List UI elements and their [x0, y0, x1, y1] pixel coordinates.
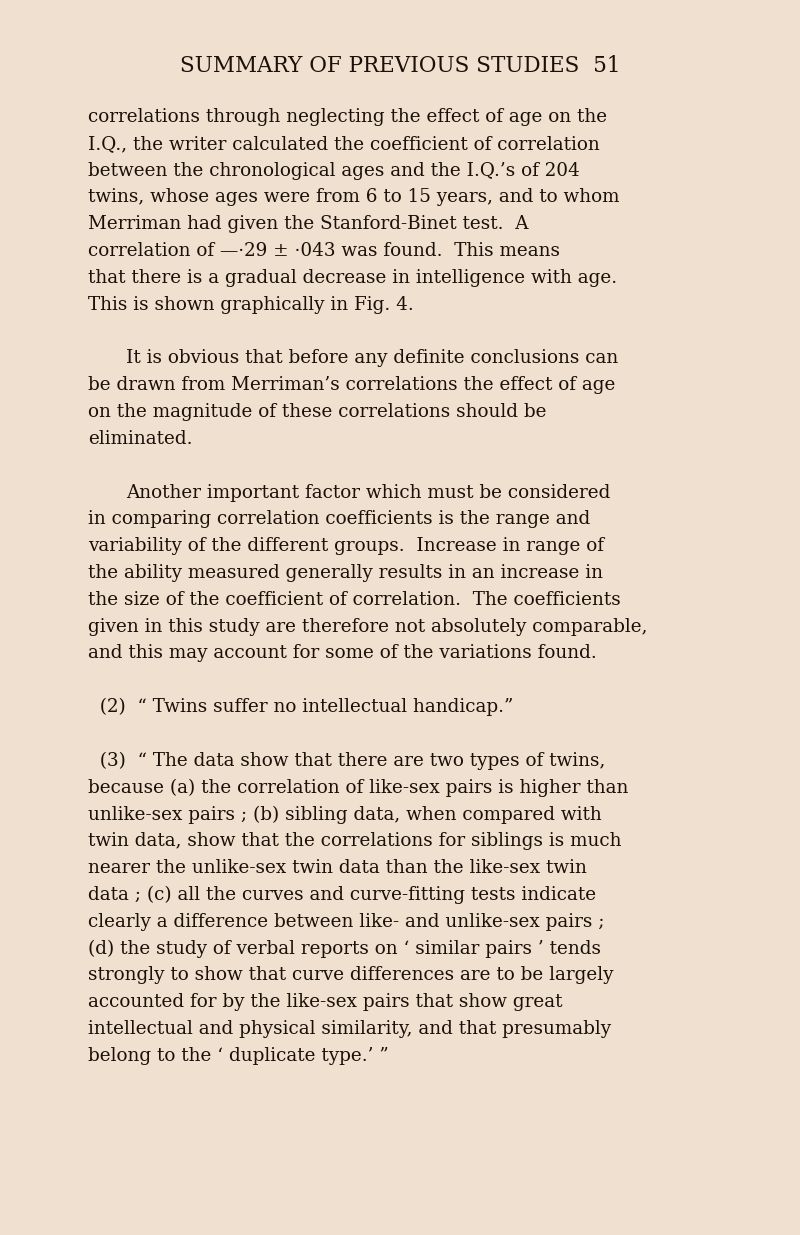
Text: because (a) the correlation of like-sex pairs is higher than: because (a) the correlation of like-sex …: [88, 779, 628, 797]
Text: unlike-sex pairs ; (b) sibling data, when compared with: unlike-sex pairs ; (b) sibling data, whe…: [88, 805, 602, 824]
Text: I.Q., the writer calculated the coefficient of correlation: I.Q., the writer calculated the coeffici…: [88, 135, 600, 153]
Text: the ability measured generally results in an increase in: the ability measured generally results i…: [88, 564, 603, 582]
Text: (3)  “ The data show that there are two types of twins,: (3) “ The data show that there are two t…: [88, 752, 606, 771]
Text: clearly a difference between like- and unlike-sex pairs ;: clearly a difference between like- and u…: [88, 913, 605, 931]
Text: be drawn from Merriman’s correlations the effect of age: be drawn from Merriman’s correlations th…: [88, 377, 615, 394]
Text: nearer the unlike-sex twin data than the like-sex twin: nearer the unlike-sex twin data than the…: [88, 860, 587, 877]
Text: correlation of —·29 ± ·043 was found.  This means: correlation of —·29 ± ·043 was found. Th…: [88, 242, 560, 261]
Text: accounted for by the like-sex pairs that show great: accounted for by the like-sex pairs that…: [88, 993, 562, 1011]
Text: the size of the coefficient of correlation.  The coefficients: the size of the coefficient of correlati…: [88, 590, 621, 609]
Text: on the magnitude of these correlations should be: on the magnitude of these correlations s…: [88, 403, 546, 421]
Text: (2)  “ Twins suffer no intellectual handicap.”: (2) “ Twins suffer no intellectual handi…: [88, 698, 514, 716]
Text: This is shown graphically in Fig. 4.: This is shown graphically in Fig. 4.: [88, 295, 414, 314]
Text: It is obvious that before any definite conclusions can: It is obvious that before any definite c…: [126, 350, 618, 367]
Text: data ; (c) all the curves and curve-fitting tests indicate: data ; (c) all the curves and curve-fitt…: [88, 885, 596, 904]
Text: (d) the study of verbal reports on ‘ similar pairs ’ tends: (d) the study of verbal reports on ‘ sim…: [88, 940, 601, 958]
Text: variability of the different groups.  Increase in range of: variability of the different groups. Inc…: [88, 537, 604, 556]
Text: strongly to show that curve differences are to be largely: strongly to show that curve differences …: [88, 967, 614, 984]
Text: belong to the ‘ duplicate type.’ ”: belong to the ‘ duplicate type.’ ”: [88, 1047, 389, 1065]
Text: that there is a gradual decrease in intelligence with age.: that there is a gradual decrease in inte…: [88, 269, 617, 287]
Text: twin data, show that the correlations for siblings is much: twin data, show that the correlations fo…: [88, 832, 622, 851]
Text: SUMMARY OF PREVIOUS STUDIES  51: SUMMARY OF PREVIOUS STUDIES 51: [180, 56, 620, 77]
Text: eliminated.: eliminated.: [88, 430, 193, 448]
Text: between the chronological ages and the I.Q.’s of 204: between the chronological ages and the I…: [88, 162, 580, 179]
Text: correlations through neglecting the effect of age on the: correlations through neglecting the effe…: [88, 107, 607, 126]
Text: in comparing correlation coefficients is the range and: in comparing correlation coefficients is…: [88, 510, 590, 529]
Text: Merriman had given the Stanford-Binet test.  A: Merriman had given the Stanford-Binet te…: [88, 215, 529, 233]
Text: twins, whose ages were from 6 to 15 years, and to whom: twins, whose ages were from 6 to 15 year…: [88, 189, 619, 206]
Text: and this may account for some of the variations found.: and this may account for some of the var…: [88, 645, 597, 662]
Text: given in this study are therefore not absolutely comparable,: given in this study are therefore not ab…: [88, 618, 647, 636]
Text: intellectual and physical similarity, and that presumably: intellectual and physical similarity, an…: [88, 1020, 611, 1037]
Text: Another important factor which must be considered: Another important factor which must be c…: [126, 484, 610, 501]
